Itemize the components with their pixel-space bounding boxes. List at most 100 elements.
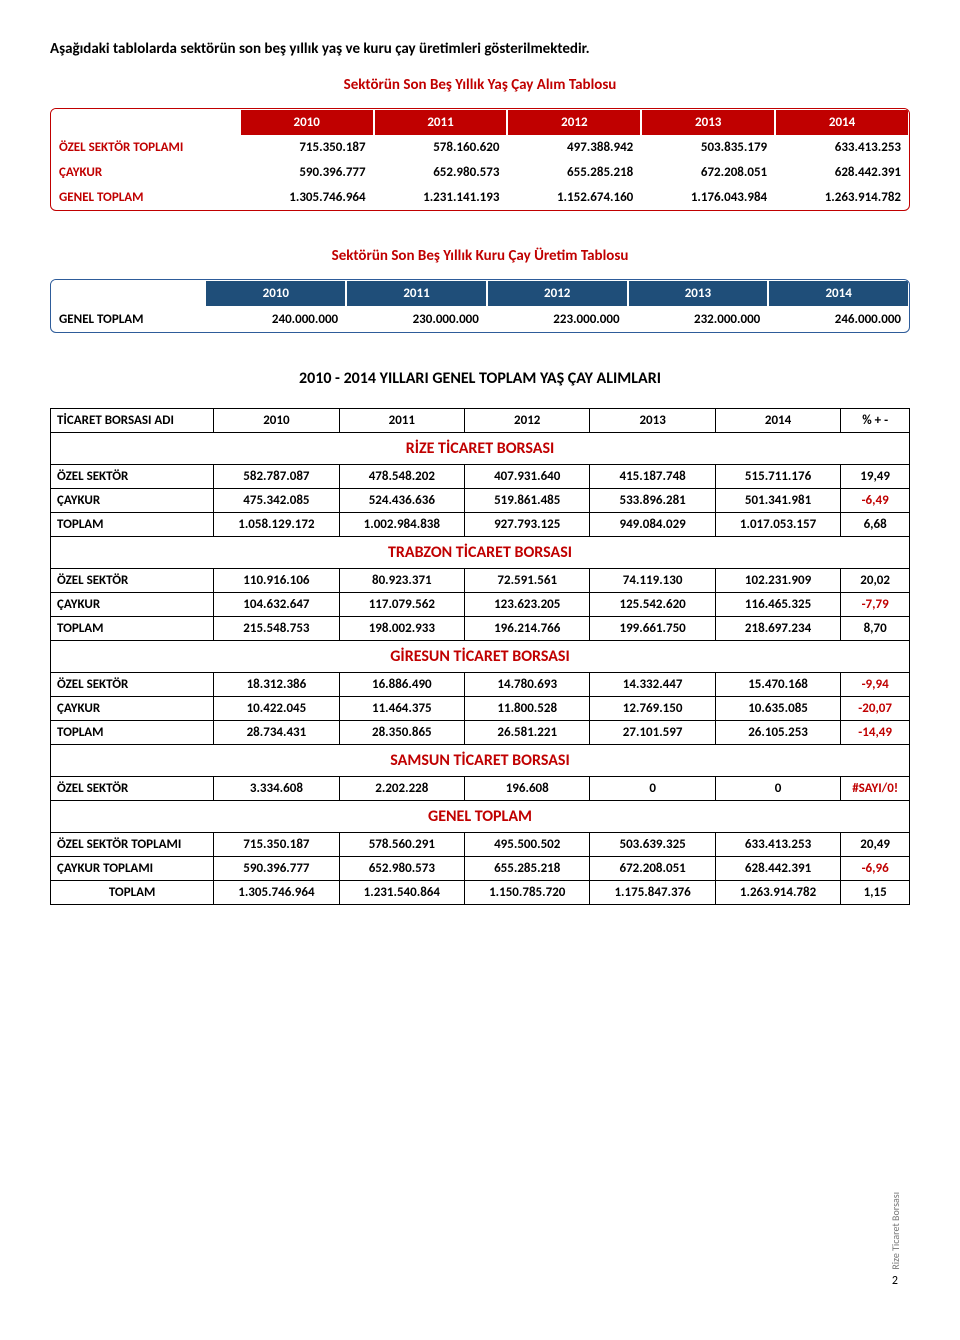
- cell: 655.285.218: [507, 160, 641, 185]
- t3-y2: 2012: [465, 409, 590, 433]
- cell: 72.591.561: [465, 569, 590, 593]
- cell: 475.342.085: [214, 489, 339, 513]
- cell: -7,79: [841, 593, 910, 617]
- cell: -6,49: [841, 489, 910, 513]
- cell: 6,68: [841, 513, 910, 537]
- table3: TİCARET BORSASI ADI 2010 2011 2012 2013 …: [50, 408, 910, 905]
- cell: 1.305.746.964: [240, 185, 374, 210]
- t1-y0: 2010: [240, 109, 374, 135]
- cell: 117.079.562: [339, 593, 464, 617]
- table1: 2010 2011 2012 2013 2014 ÖZEL SEKTÖR TOP…: [51, 109, 909, 210]
- t2-y4: 2014: [768, 280, 909, 307]
- cell: 715.350.187: [240, 135, 374, 160]
- cell: 10.422.045: [214, 697, 339, 721]
- page-number: 2: [892, 1274, 898, 1288]
- table-row: ÇAYKUR10.422.04511.464.37511.800.52812.7…: [51, 697, 910, 721]
- cell: -14,49: [841, 721, 910, 745]
- cell: 10.635.085: [715, 697, 840, 721]
- cell: 28.734.431: [214, 721, 339, 745]
- cell: 16.886.490: [339, 673, 464, 697]
- t2-y0: 2010: [205, 280, 346, 307]
- cell: 407.931.640: [465, 465, 590, 489]
- cell: 478.548.202: [339, 465, 464, 489]
- cell: 590.396.777: [240, 160, 374, 185]
- table-row: ÇAYKUR475.342.085524.436.636519.861.4855…: [51, 489, 910, 513]
- table2: 2010 2011 2012 2013 2014 GENEL TOPLAM 24…: [51, 280, 909, 332]
- cell: 110.916.106: [214, 569, 339, 593]
- row-label: ÖZEL SEKTÖR: [51, 569, 214, 593]
- table-row: GENEL TOPLAM 1.305.746.964 1.231.141.193…: [51, 185, 909, 210]
- cell: 123.623.205: [465, 593, 590, 617]
- t3-y0: 2010: [214, 409, 339, 433]
- cell: 11.464.375: [339, 697, 464, 721]
- table-row: ÇAYKUR 590.396.777 652.980.573 655.285.2…: [51, 160, 909, 185]
- cell: 26.581.221: [465, 721, 590, 745]
- cell: 14.332.447: [590, 673, 715, 697]
- section-header-row: GENEL TOPLAM: [51, 801, 910, 833]
- table-row: TOPLAM1.058.129.1721.002.984.838927.793.…: [51, 513, 910, 537]
- cell: 2.202.228: [339, 777, 464, 801]
- t1-y4: 2014: [775, 109, 909, 135]
- row-label: ÇAYKUR: [51, 697, 214, 721]
- cell: 1.152.674.160: [507, 185, 641, 210]
- row-label: TOPLAM: [51, 721, 214, 745]
- cell: 672.208.051: [590, 857, 715, 881]
- cell: 1.176.043.984: [641, 185, 775, 210]
- cell: 28.350.865: [339, 721, 464, 745]
- cell: 1.017.053.157: [715, 513, 840, 537]
- table3-title: 2010 - 2014 YILLARI GENEL TOPLAM YAŞ ÇAY…: [50, 369, 910, 388]
- cell: 633.413.253: [715, 833, 840, 857]
- cell: 8,70: [841, 617, 910, 641]
- cell: 240.000.000: [205, 307, 346, 332]
- table1-title: Sektörün Son Beş Yıllık Yaş Çay Alım Tab…: [50, 76, 910, 94]
- table2-title: Sektörün Son Beş Yıllık Kuru Çay Üretim …: [50, 247, 910, 265]
- cell: 246.000.000: [768, 307, 909, 332]
- cell: 1.231.540.864: [339, 881, 464, 905]
- row-label: ÇAYKUR: [51, 593, 214, 617]
- t3-y4: 2014: [715, 409, 840, 433]
- cell: 196.214.766: [465, 617, 590, 641]
- table3-header-row: TİCARET BORSASI ADI 2010 2011 2012 2013 …: [51, 409, 910, 433]
- cell: -9,94: [841, 673, 910, 697]
- cell: 1.263.914.782: [715, 881, 840, 905]
- cell: 14.780.693: [465, 673, 590, 697]
- t3-col-label: TİCARET BORSASI ADI: [51, 409, 214, 433]
- cell: 652.980.573: [374, 160, 508, 185]
- row-label: ÖZEL SEKTÖR: [51, 673, 214, 697]
- cell: 524.436.636: [339, 489, 464, 513]
- table1-header-row: 2010 2011 2012 2013 2014: [51, 109, 909, 135]
- cell: 1.150.785.720: [465, 881, 590, 905]
- cell: 519.861.485: [465, 489, 590, 513]
- row-label: TOPLAM: [51, 513, 214, 537]
- cell: 949.084.029: [590, 513, 715, 537]
- table-row: TOPLAM1.305.746.9641.231.540.8641.150.78…: [51, 881, 910, 905]
- table2-wrap: 2010 2011 2012 2013 2014 GENEL TOPLAM 24…: [50, 279, 910, 333]
- cell: 3.334.608: [214, 777, 339, 801]
- cell: 125.542.620: [590, 593, 715, 617]
- cell: 1.058.129.172: [214, 513, 339, 537]
- cell: 230.000.000: [346, 307, 487, 332]
- cell: 80.923.371: [339, 569, 464, 593]
- table-row: TOPLAM28.734.43128.350.86526.581.22127.1…: [51, 721, 910, 745]
- cell: 218.697.234: [715, 617, 840, 641]
- table-row: ÖZEL SEKTÖR TOPLAMI715.350.187578.560.29…: [51, 833, 910, 857]
- cell: 19,49: [841, 465, 910, 489]
- cell: 104.632.647: [214, 593, 339, 617]
- section-name: SAMSUN TİCARET BORSASI: [51, 745, 910, 777]
- cell: 223.000.000: [487, 307, 628, 332]
- cell: 0: [715, 777, 840, 801]
- section-header-row: SAMSUN TİCARET BORSASI: [51, 745, 910, 777]
- cell: 590.396.777: [214, 857, 339, 881]
- t2-y3: 2013: [628, 280, 769, 307]
- cell: 503.835.179: [641, 135, 775, 160]
- section-name: TRABZON TİCARET BORSASI: [51, 537, 910, 569]
- cell: 27.101.597: [590, 721, 715, 745]
- cell: 18.312.386: [214, 673, 339, 697]
- cell: 415.187.748: [590, 465, 715, 489]
- t1-y3: 2013: [641, 109, 775, 135]
- cell: 497.388.942: [507, 135, 641, 160]
- t1-r0-label: ÖZEL SEKTÖR TOPLAMI: [51, 135, 240, 160]
- cell: 15.470.168: [715, 673, 840, 697]
- t3-y1: 2011: [339, 409, 464, 433]
- cell: 582.787.087: [214, 465, 339, 489]
